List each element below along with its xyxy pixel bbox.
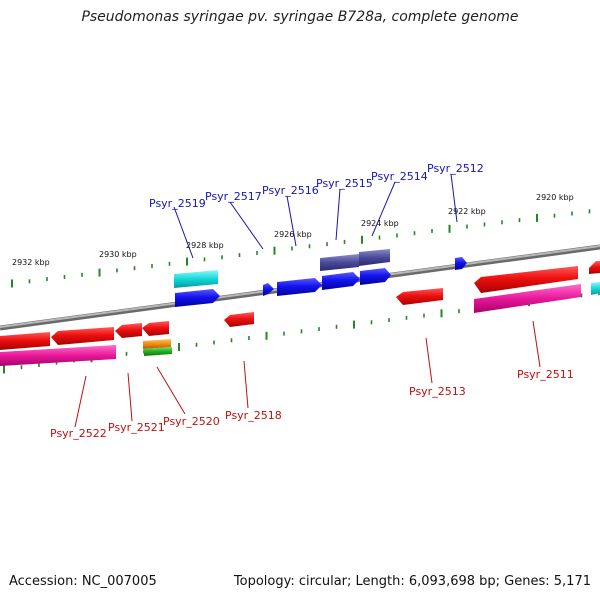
gene-feature-red-edge[interactable] [589,261,600,274]
gene-feature-psyr-2515[interactable] [322,272,360,290]
reverse-features [0,261,600,366]
gene-feature-psyr-2522[interactable] [0,332,50,350]
gene-feature-purple[interactable] [320,254,359,271]
rna-feature-magenta-2[interactable] [474,284,581,313]
forward-features [174,249,467,307]
forward-gene-labels: Psyr_2519 Psyr_2517 Psyr_2516 Psyr_2515 … [149,162,484,210]
gene-label-psyr-2513[interactable]: Psyr_2513 [409,385,466,398]
gene-feature-psyr-2512[interactable] [455,257,467,270]
gene-label-psyr-2522[interactable]: Psyr_2522 [50,427,107,440]
kbp-label: 2920 kbp [536,193,574,202]
gene-feature-psyr-2516[interactable] [277,278,322,296]
gene-feature-psyr-2514[interactable] [360,268,391,285]
kbp-label: 2922 kbp [448,207,486,216]
gene-feature-orange[interactable] [143,339,171,349]
reverse-leader-lines [74,320,541,428]
gene-label-psyr-2519[interactable]: Psyr_2519 [149,197,206,210]
gene-label-psyr-2517[interactable]: Psyr_2517 [205,190,262,203]
gene-feature-psyr-2518[interactable] [224,312,254,327]
kbp-label: 2926 kbp [274,230,312,239]
kbp-label: 2928 kbp [186,241,224,250]
gene-label-psyr-2521[interactable]: Psyr_2521 [108,421,165,434]
kbp-label: 2924 kbp [361,219,399,228]
gene-feature-cyan-edge[interactable] [591,282,600,295]
gene-feature-psyr-2511[interactable] [474,266,578,293]
gene-label-psyr-2512[interactable]: Psyr_2512 [427,162,484,175]
kbp-label: 2930 kbp [99,250,137,259]
footer-summary: Topology: circular; Length: 6,093,698 bp… [233,574,591,589]
gene-feature-psyr-2513[interactable] [396,288,443,305]
gene-label-psyr-2514[interactable]: Psyr_2514 [371,170,428,183]
gene-label-psyr-2515[interactable]: Psyr_2515 [316,177,373,190]
gene-feature-psyr-2521[interactable] [51,327,114,345]
gene-label-psyr-2520[interactable]: Psyr_2520 [163,415,220,428]
gene-feature-small[interactable] [263,283,274,296]
gene-feature-green[interactable] [144,347,172,356]
gene-label-psyr-2518[interactable]: Psyr_2518 [225,409,282,422]
gene-label-psyr-2511[interactable]: Psyr_2511 [517,368,574,381]
reverse-gene-labels: Psyr_2522 Psyr_2521 Psyr_2520 Psyr_2518 … [50,368,574,440]
rna-feature-magenta-1[interactable] [0,345,116,366]
gene-feature-red-3[interactable] [115,323,142,338]
gene-feature-cyan[interactable] [174,270,218,288]
kbp-labels: 2932 kbp 2930 kbp 2928 kbp 2926 kbp 2924… [12,193,574,267]
gene-label-psyr-2516[interactable]: Psyr_2516 [262,184,319,197]
gene-feature-purple-2[interactable] [359,249,390,266]
gene-feature-psyr-2520[interactable] [142,321,169,336]
gene-feature-psyr-2519[interactable] [175,289,220,307]
footer-accession: Accession: NC_007005 [9,574,157,589]
map-title: Pseudomonas syringae pv. syringae B728a,… [81,9,519,25]
kbp-label: 2932 kbp [12,258,50,267]
forward-leader-lines [173,173,458,259]
tick-track-forward [11,209,591,288]
